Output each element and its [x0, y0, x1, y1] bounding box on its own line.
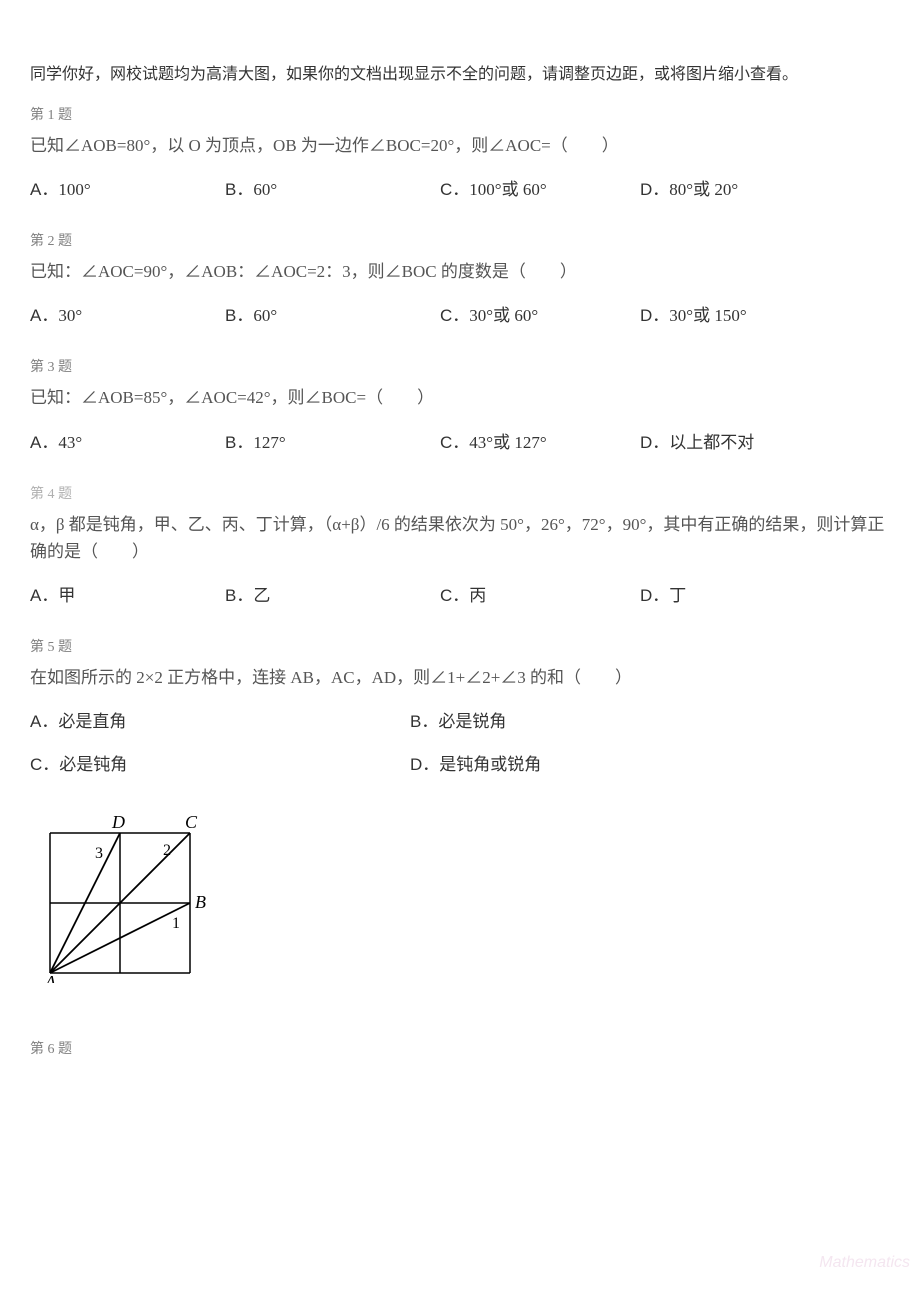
- intro-text: 同学你好，网校试题均为高清大图，如果你的文档出现显示不全的问题，请调整页边距，或…: [30, 60, 890, 84]
- question-2-label: 第 2 题: [30, 230, 890, 250]
- option-3c: C．43°或 127°: [440, 428, 640, 453]
- option-5d: D．是钝角或锐角: [410, 750, 790, 775]
- option-4d: D．丁: [640, 581, 686, 606]
- option-2a: A．30°: [30, 301, 225, 326]
- question-4-options: A．甲 B．乙 C．丙 D．丁: [30, 581, 890, 606]
- question-5-text: 在如图所示的 2×2 正方格中，连接 AB，AC，AD，则∠1+∠2+∠3 的和…: [30, 664, 890, 691]
- diagram-label-b: B: [195, 892, 206, 912]
- option-5c: C．必是钝角: [30, 750, 410, 775]
- question-1-options: A．100° B．60° C．100°或 60° D．80°或 20°: [30, 175, 890, 200]
- question-3: 第 3 题 已知：∠AOB=85°，∠AOC=42°，则∠BOC=（ ） A．4…: [30, 356, 890, 452]
- diagram-label-a: A: [44, 972, 57, 983]
- question-4-text: α，β 都是钝角，甲、乙、丙、丁计算，（α+β）/6 的结果依次为 50°，26…: [30, 511, 890, 565]
- option-5b: B．必是锐角: [410, 707, 790, 732]
- diagram-label-c: C: [185, 812, 198, 832]
- option-3b: B．127°: [225, 428, 440, 453]
- question-6: 第 6 题: [30, 1038, 890, 1058]
- question-2-options: A．30° B．60° C．30°或 60° D．30°或 150°: [30, 301, 890, 326]
- option-1d: D．80°或 20°: [640, 175, 738, 200]
- option-4b: B．乙: [225, 581, 440, 606]
- diagram-label-2: 2: [163, 842, 171, 859]
- question-5-diagram: A B C D 1 2 3: [40, 803, 890, 988]
- question-5-options: A．必是直角 B．必是锐角 C．必是钝角 D．是钝角或锐角: [30, 707, 890, 793]
- question-3-text: 已知：∠AOB=85°，∠AOC=42°，则∠BOC=（ ）: [30, 384, 890, 411]
- question-4: 第 4 题 α，β 都是钝角，甲、乙、丙、丁计算，（α+β）/6 的结果依次为 …: [30, 483, 890, 606]
- question-6-label: 第 6 题: [30, 1038, 890, 1058]
- option-5a: A．必是直角: [30, 707, 410, 732]
- watermark: Mathematics: [819, 1254, 910, 1272]
- question-1: 第 1 题 已知∠AOB=80°，以 O 为顶点，OB 为一边作∠BOC=20°…: [30, 104, 890, 200]
- question-5-label: 第 5 题: [30, 636, 890, 656]
- option-2d: D．30°或 150°: [640, 301, 747, 326]
- question-3-label: 第 3 题: [30, 356, 890, 376]
- question-1-text: 已知∠AOB=80°，以 O 为顶点，OB 为一边作∠BOC=20°，则∠AOC…: [30, 132, 890, 159]
- question-2: 第 2 题 已知：∠AOC=90°，∠AOB：∠AOC=2：3，则∠BOC 的度…: [30, 230, 890, 326]
- option-2c: C．30°或 60°: [440, 301, 640, 326]
- question-1-label: 第 1 题: [30, 104, 890, 124]
- question-5: 第 5 题 在如图所示的 2×2 正方格中，连接 AB，AC，AD，则∠1+∠2…: [30, 636, 890, 988]
- question-3-options: A．43° B．127° C．43°或 127° D．以上都不对: [30, 428, 890, 453]
- question-2-text: 已知：∠AOC=90°，∠AOB：∠AOC=2：3，则∠BOC 的度数是（ ）: [30, 258, 890, 285]
- option-1c: C．100°或 60°: [440, 175, 640, 200]
- option-4a: A．甲: [30, 581, 225, 606]
- diagram-label-d: D: [111, 812, 125, 832]
- option-3d: D．以上都不对: [640, 428, 754, 453]
- question-4-label: 第 4 题: [30, 483, 890, 503]
- option-2b: B．60°: [225, 301, 440, 326]
- diagram-label-1: 1: [172, 915, 180, 932]
- option-1a: A．100°: [30, 175, 225, 200]
- option-1b: B．60°: [225, 175, 440, 200]
- option-3a: A．43°: [30, 428, 225, 453]
- diagram-label-3: 3: [95, 845, 103, 862]
- option-4c: C．丙: [440, 581, 640, 606]
